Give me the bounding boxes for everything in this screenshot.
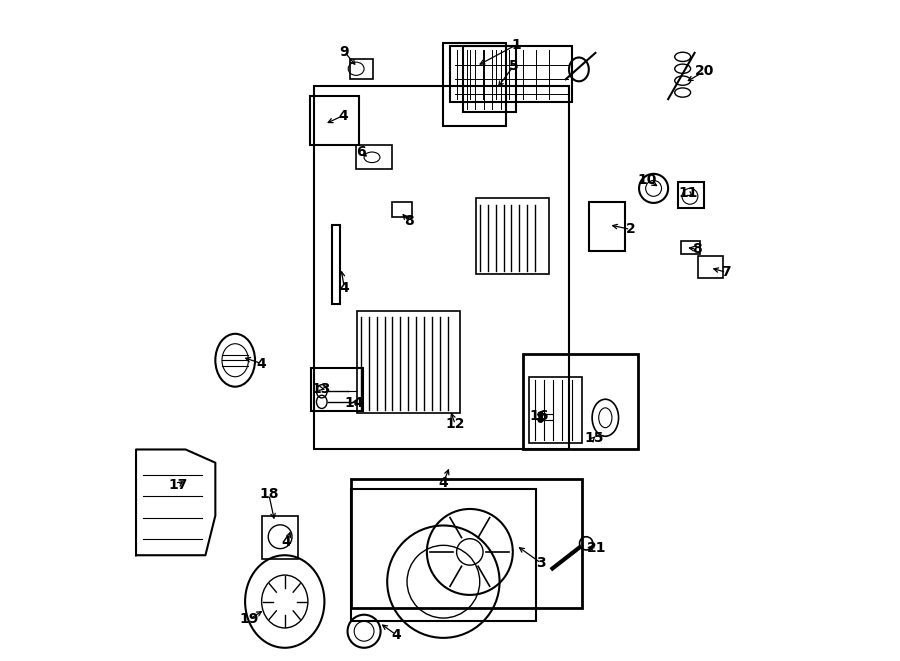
Text: 9: 9 [339, 44, 349, 59]
Text: 19: 19 [239, 612, 258, 627]
Text: 5: 5 [508, 59, 518, 73]
Text: 21: 21 [587, 541, 607, 555]
Text: 4: 4 [338, 108, 347, 123]
Text: 18: 18 [259, 487, 279, 502]
Text: 11: 11 [679, 186, 698, 200]
Text: 14: 14 [345, 396, 364, 410]
Text: 2: 2 [626, 222, 635, 237]
Text: 1: 1 [511, 38, 521, 52]
Text: 17: 17 [168, 478, 187, 492]
Ellipse shape [580, 537, 593, 550]
Text: 4: 4 [339, 280, 349, 295]
Text: 8: 8 [692, 242, 701, 256]
Text: 6: 6 [356, 145, 366, 159]
Text: 4: 4 [438, 475, 448, 490]
Text: 10: 10 [637, 173, 657, 187]
Text: 13: 13 [311, 381, 331, 396]
Text: 4: 4 [256, 356, 266, 371]
Ellipse shape [538, 417, 544, 422]
Text: 20: 20 [695, 64, 715, 79]
Ellipse shape [538, 412, 544, 417]
Text: 7: 7 [722, 265, 731, 280]
Text: 4: 4 [391, 627, 401, 642]
Text: 3: 3 [536, 556, 546, 570]
Text: 16: 16 [529, 409, 549, 424]
Text: 12: 12 [446, 417, 465, 432]
Text: 15: 15 [584, 430, 604, 445]
Text: 8: 8 [404, 214, 414, 229]
Text: 4: 4 [282, 535, 292, 549]
